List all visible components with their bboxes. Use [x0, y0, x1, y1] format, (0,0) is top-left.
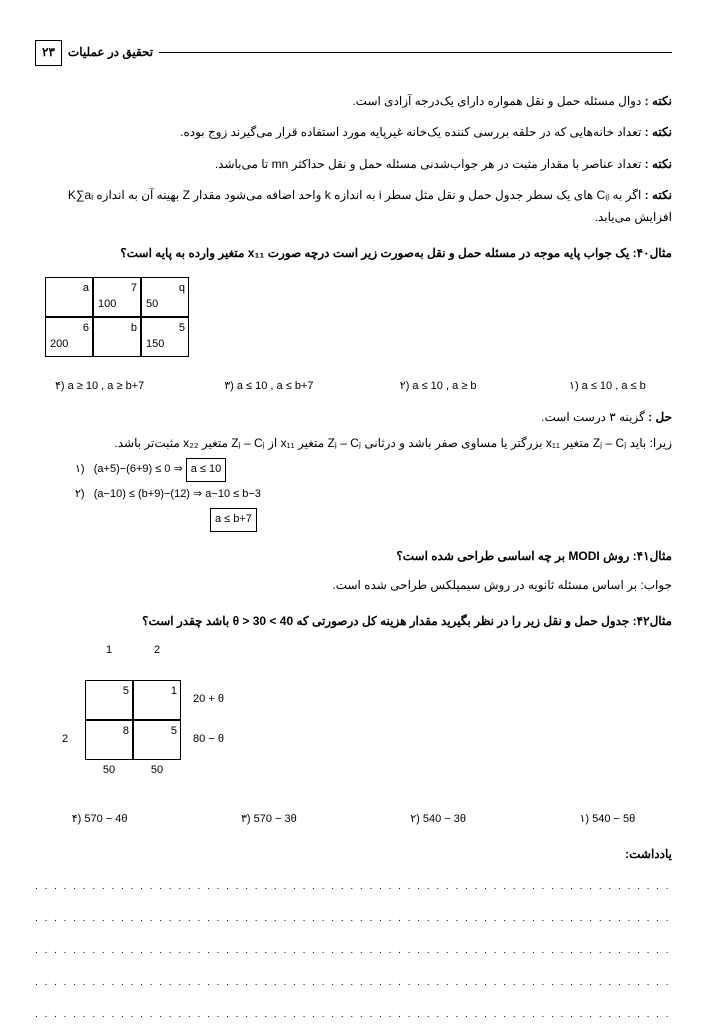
row-left	[45, 760, 85, 800]
q40-table: a 7 100 q 50 6 200 b 5 150	[45, 277, 189, 357]
cell-cost: b	[131, 319, 137, 339]
col-bottom: 50	[85, 760, 133, 782]
q40-explanation: زیرا: باید Zⱼ – Cⱼ متغیر x₁₁ بزرگتر یا م…	[35, 433, 672, 455]
q42-options: ۱) 540 − 5θ ۲) 540 − 3θ ۳) 570 − 3θ ۴) 5…	[35, 810, 672, 830]
option-4: ۴) a ≥ 10 , a ≥ b+7	[35, 377, 164, 397]
cell-cost: a	[83, 279, 89, 299]
option-2: ۲) a ≤ 10 , a ≥ b	[374, 377, 503, 397]
row-left	[45, 640, 85, 680]
page-number: ۲۳	[35, 40, 62, 66]
header-title: تحقیق در عملیات	[62, 42, 159, 64]
q40-calc-1: ۱) (a+5)−(6+9) ≤ 0 ⇒ a ≤ 10	[75, 458, 672, 482]
q40-calc-2: ۲) (a−10) ≤ (b+9)−(12) ⇒ a−10 ≤ b−3	[75, 485, 672, 505]
math-cij: Cᵢⱼ	[597, 185, 610, 207]
note-label: نکته :	[645, 94, 672, 108]
footer-notes-label: یادداشت:	[35, 844, 672, 866]
row-left: 2	[45, 720, 85, 760]
option-1: ۱) a ≤ 10 , a ≤ b	[543, 377, 672, 397]
option-4: ۴) 570 − 4θ	[35, 810, 164, 830]
col-top: 2	[133, 640, 181, 662]
page-header: تحقیق در عملیات ۲۳	[35, 40, 672, 66]
calc-result: a ≤ 10	[186, 458, 227, 482]
q40-solution: حل : گزینه ۳ درست است.	[35, 407, 672, 429]
cell-cost: 5	[179, 319, 185, 339]
sol-label: حل :	[648, 410, 672, 424]
row-rhs: 20 + θ	[181, 680, 236, 720]
note-text: دوال مسئله حمل و نقل همواره دارای یک‌درج…	[352, 94, 641, 108]
q42-title: مثال۴۲: جدول حمل و نقل زیر را در نظر بگی…	[35, 611, 672, 633]
option-3: ۳) a ≤ 10 , a ≤ b+7	[204, 377, 333, 397]
note-1: نکته : دوال مسئله حمل و نقل همواره دارای…	[35, 91, 672, 113]
cell-cost: 1	[171, 682, 177, 702]
cell-val: 200	[50, 335, 68, 355]
notes-line: . . . . . . . . . . . . . . . . . . . . …	[35, 972, 672, 994]
row-left	[45, 680, 85, 720]
cell-cost: 5	[171, 722, 177, 742]
cell-cost: 8	[123, 722, 129, 742]
cell-cost: 6	[83, 319, 89, 339]
calc-expr: (a−10) ≤ (b+9)−(12) ⇒ a−10 ≤ b−3	[94, 488, 261, 500]
note-text: تعداد عناصر با مقدار مثبت در هر جواب‌شدن…	[215, 157, 641, 171]
option-1: ۱) 540 − 5θ	[543, 810, 672, 830]
q41-title: مثال۴۱: روش MODI بر چه اساسی طراحی شده ا…	[35, 546, 672, 568]
note-4: نکته : اگر به Cᵢⱼ های یک سطر جدول حمل و …	[35, 185, 672, 228]
note-label: نکته :	[645, 188, 672, 202]
note-3: نکته : تعداد عناصر با مقدار مثبت در هر ج…	[35, 154, 672, 176]
math-ksai: K∑aᵢ	[68, 185, 93, 207]
cell-cost: 7	[131, 279, 137, 299]
col-top: 1	[85, 640, 133, 662]
calc-num: ۱)	[75, 463, 85, 475]
notes-line: . . . . . . . . . . . . . . . . . . . . …	[35, 940, 672, 962]
calc-num: ۲)	[75, 488, 85, 500]
cell-val: 100	[98, 295, 116, 315]
col-bottom: 50	[133, 760, 181, 782]
note-label: نکته :	[645, 157, 672, 171]
header-rule	[159, 52, 672, 53]
cell-cost: q	[179, 279, 185, 299]
notes-line: . . . . . . . . . . . . . . . . . . . . …	[35, 908, 672, 930]
note-text-c: افزایش می‌یابد.	[35, 207, 672, 229]
calc-expr: (a+5)−(6+9) ≤ 0 ⇒	[94, 463, 186, 475]
option-3: ۳) 570 − 3θ	[204, 810, 333, 830]
sol-text: گزینه ۳ درست است.	[541, 410, 645, 424]
q40-calc-2b: a ≤ b+7	[210, 508, 672, 532]
cell-val: 50	[146, 295, 158, 315]
q41-answer: جواب: بر اساس مسئله ثانویه در روش سیمپلک…	[35, 575, 672, 597]
notes-line: . . . . . . . . . . . . . . . . . . . . …	[35, 1004, 672, 1026]
note-text-b: های یک سطر جدول حمل و نقل مثل سطر i به ا…	[93, 188, 593, 202]
option-2: ۲) 540 − 3θ	[374, 810, 503, 830]
calc-result: a ≤ b+7	[210, 508, 257, 532]
cell-val: 150	[146, 335, 164, 355]
cell-cost: 5	[123, 682, 129, 702]
q40-title: مثال۴۰: یک جواب پایه موجه در مسئله حمل و…	[35, 243, 672, 265]
notes-line: . . . . . . . . . . . . . . . . . . . . …	[35, 876, 672, 898]
row-rhs: 80 − θ	[181, 720, 236, 760]
note-text-a: اگر به	[609, 188, 641, 202]
note-2: نکته : تعداد خانه‌هایی که در حلقه بررسی …	[35, 122, 672, 144]
note-text: تعداد خانه‌هایی که در حلقه بررسی کننده ی…	[180, 125, 641, 139]
q40-options: ۱) a ≤ 10 , a ≤ b ۲) a ≤ 10 , a ≥ b ۳) a…	[35, 377, 672, 397]
q42-table: 1 2 5 1 20 + θ 2 8 5 80 − θ 50 50	[45, 640, 236, 800]
note-label: نکته :	[645, 125, 672, 139]
